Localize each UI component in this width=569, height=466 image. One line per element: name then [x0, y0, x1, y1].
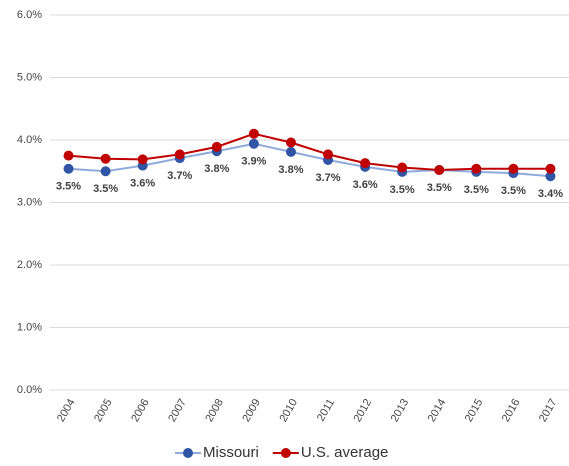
point: [100, 153, 111, 164]
data-label: 3.5%: [464, 184, 489, 196]
point: [545, 171, 556, 182]
x-tick-label: 2009: [240, 397, 263, 424]
point: [360, 158, 371, 169]
point: [174, 149, 185, 160]
data-label: 3.5%: [390, 184, 415, 196]
point: [100, 166, 111, 177]
point: [137, 154, 148, 165]
point: [508, 163, 519, 174]
point: [248, 128, 259, 139]
data-label: 3.9%: [241, 156, 266, 168]
point: [63, 163, 74, 174]
data-label: 3.4%: [538, 188, 563, 200]
point: [248, 138, 259, 149]
legend-label: U.S. average: [301, 444, 389, 461]
x-tick-label: 2013: [389, 397, 412, 424]
point: [471, 163, 482, 174]
y-tick-label: 2.0%: [17, 259, 42, 271]
y-tick-label: 0.0%: [17, 384, 42, 396]
point: [285, 146, 296, 157]
data-label: 3.8%: [278, 164, 303, 176]
x-tick-label: 2012: [352, 397, 375, 424]
series-line: [68, 132, 551, 172]
data-label: 3.8%: [204, 163, 229, 175]
x-tick-label: 2008: [203, 397, 226, 424]
point: [285, 137, 296, 148]
x-tick-label: 2006: [129, 397, 152, 424]
data-label: 3.7%: [315, 172, 340, 184]
x-tick-label: 2015: [463, 397, 486, 424]
point: [323, 149, 334, 160]
y-tick-label: 1.0%: [17, 321, 42, 333]
series-line: [68, 142, 551, 178]
point: [63, 150, 74, 161]
data-label: 3.5%: [501, 185, 526, 197]
x-tick-label: 2014: [426, 397, 449, 424]
point: [211, 141, 222, 152]
legend-marker: [280, 448, 291, 458]
data-label: 3.6%: [130, 178, 155, 190]
point: [434, 165, 445, 175]
legend-marker: [183, 448, 193, 458]
x-tick-label: 2016: [500, 397, 523, 424]
x-tick-label: 2010: [277, 397, 300, 424]
point: [397, 162, 408, 173]
y-tick-label: 6.0%: [17, 9, 42, 21]
y-tick-label: 3.0%: [17, 196, 42, 208]
data-label: 3.6%: [353, 179, 378, 191]
x-tick-label: 2007: [166, 397, 189, 424]
y-tick-label: 4.0%: [17, 134, 42, 146]
data-label: 3.7%: [167, 170, 192, 182]
x-tick-label: 2004: [55, 397, 78, 424]
data-label: 3.5%: [56, 181, 81, 193]
data-label: 3.5%: [93, 183, 118, 195]
x-tick-label: 2005: [92, 397, 115, 424]
legend-label: Missouri: [203, 444, 259, 461]
y-tick-label: 5.0%: [17, 71, 42, 83]
data-label: 3.5%: [427, 182, 452, 194]
point: [545, 163, 556, 174]
x-tick-label: 2017: [537, 397, 560, 424]
x-tick-label: 2011: [315, 397, 337, 423]
